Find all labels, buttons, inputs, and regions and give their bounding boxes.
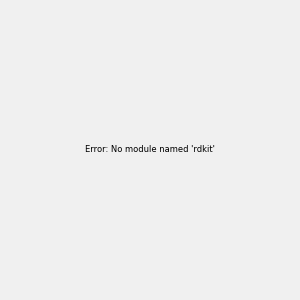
Text: Error: No module named 'rdkit': Error: No module named 'rdkit' [85, 146, 215, 154]
